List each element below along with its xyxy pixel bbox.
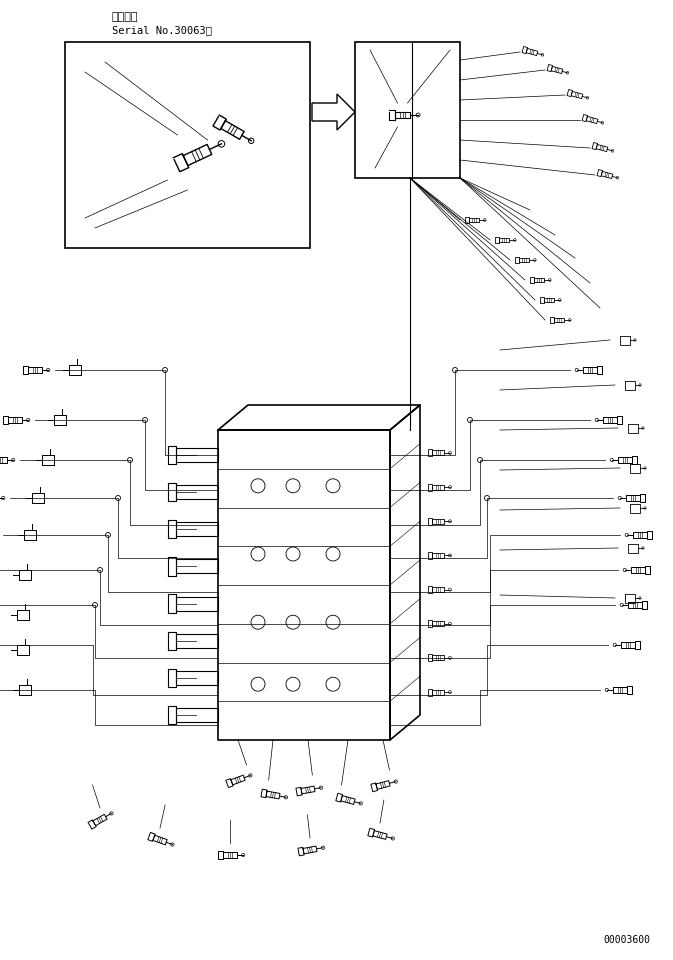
- Bar: [65, 42, 310, 248]
- Text: Serial No.30063～: Serial No.30063～: [112, 25, 212, 35]
- Text: 適用号機: 適用号機: [112, 12, 139, 22]
- Bar: [355, 42, 460, 178]
- Polygon shape: [312, 94, 355, 130]
- Text: 00003600: 00003600: [603, 935, 650, 945]
